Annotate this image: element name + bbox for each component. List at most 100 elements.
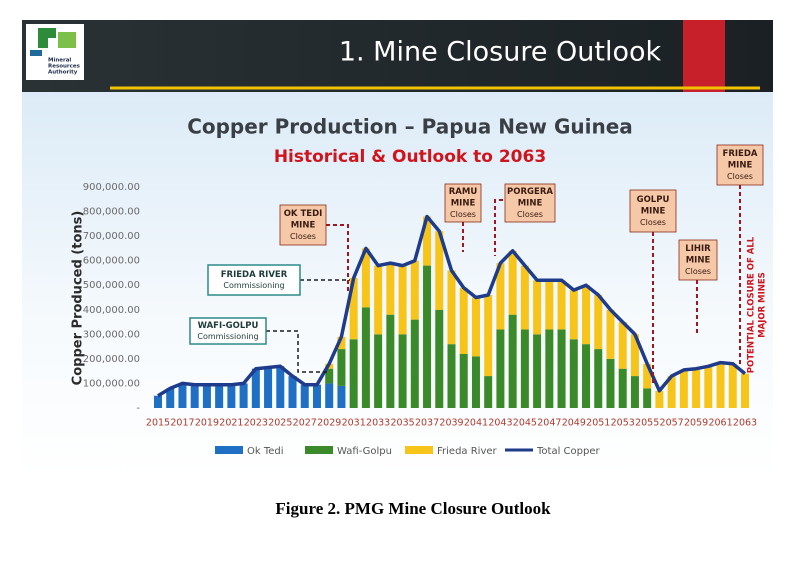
- bar-segment: [398, 334, 407, 408]
- annotation-box: [678, 239, 718, 281]
- y-tick-label: 200,000.00: [83, 354, 140, 365]
- x-tick-label: 2019: [195, 418, 219, 429]
- bar-segment: [276, 366, 285, 408]
- y-tick-label: 900,000.00: [83, 182, 140, 193]
- bar-segment: [582, 285, 591, 345]
- bar-segment: [520, 329, 529, 408]
- chart-title: Copper Production – Papua New Guinea: [187, 115, 633, 139]
- y-tick-label: 800,000.00: [83, 207, 140, 218]
- bar-segment: [374, 265, 383, 335]
- bar-segment: [545, 329, 554, 408]
- bar-segment: [300, 384, 309, 408]
- bar-segment: [618, 322, 627, 369]
- x-tick-label: 2057: [660, 418, 684, 429]
- bar-segment: [361, 307, 370, 408]
- annotation-box: [629, 189, 677, 233]
- x-tick-label: 2017: [170, 418, 194, 429]
- bar-segment: [704, 366, 713, 408]
- logo-shape: [38, 28, 56, 48]
- annotation-note: Closes: [450, 210, 476, 219]
- x-tick-label: 2029: [317, 418, 341, 429]
- annotation-title: MINE: [291, 221, 316, 231]
- annotation-box: [444, 183, 482, 223]
- bar-segment: [545, 280, 554, 330]
- bar-segment: [459, 287, 468, 354]
- x-tick-label: 2023: [244, 418, 268, 429]
- bar-segment: [227, 384, 236, 408]
- bar-segment: [655, 390, 664, 408]
- bar-segment: [471, 356, 480, 408]
- y-tick-label: 100,000.00: [83, 378, 140, 389]
- y-tick-label: -: [136, 403, 140, 414]
- bar-segment: [447, 270, 456, 345]
- annotation-note: Closes: [517, 210, 543, 219]
- bar-segment: [716, 362, 725, 408]
- bar-segment: [410, 319, 419, 408]
- bar-segment: [582, 344, 591, 408]
- annotation-title: WAFI-GOLPU: [198, 321, 259, 331]
- x-tick-label: 2025: [268, 418, 292, 429]
- bar-segment: [508, 250, 517, 315]
- annotation-note: Closes: [290, 232, 316, 241]
- bar-segment: [594, 295, 603, 350]
- x-tick-label: 2027: [293, 418, 317, 429]
- bar-segment: [154, 395, 162, 408]
- bar-segment: [471, 297, 480, 357]
- x-tick-label: 2063: [733, 418, 757, 429]
- annotation-title: OK TEDI: [284, 209, 323, 219]
- legend-label: Frieda River: [437, 446, 498, 457]
- annotation-title: FRIEDA RIVER: [221, 270, 288, 280]
- bar-segment: [435, 231, 444, 310]
- bar-segment: [166, 388, 175, 408]
- annotation-box: [504, 183, 556, 223]
- bar-segment: [484, 295, 493, 377]
- bar-segment: [288, 376, 297, 408]
- bar-segment: [447, 344, 456, 408]
- annotation-title: RAMU: [449, 187, 478, 197]
- y-tick-label: 600,000.00: [83, 256, 140, 267]
- annotation-title: MINE: [451, 199, 476, 209]
- x-tick-label: 2043: [488, 418, 512, 429]
- bar-segment: [423, 265, 432, 408]
- bar-segment: [557, 329, 566, 408]
- legend-label: Total Copper: [536, 446, 600, 457]
- x-tick-label: 2045: [513, 418, 537, 429]
- header-accent: [683, 20, 725, 92]
- y-axis-label: Copper Produced (tons): [71, 211, 86, 386]
- x-tick-label: 2051: [586, 418, 610, 429]
- bar-segment: [190, 384, 199, 408]
- y-tick-label: 700,000.00: [83, 231, 140, 242]
- bar-segment: [741, 373, 749, 408]
- bar-segment: [435, 309, 444, 408]
- annotation-box: [207, 264, 301, 296]
- bar-segment: [202, 384, 211, 408]
- annotation-note: Commissioning: [223, 281, 284, 290]
- logo-shape: [58, 32, 76, 48]
- bar-segment: [349, 339, 358, 408]
- bar-segment: [312, 384, 321, 408]
- chart-subtitle: Historical & Outlook to 2063: [274, 147, 546, 167]
- x-tick-label: 2041: [464, 418, 488, 429]
- figure-caption: Figure 2. PMG Mine Closure Outlook: [275, 499, 551, 518]
- bar-segment: [679, 369, 688, 408]
- x-tick-label: 2061: [708, 418, 732, 429]
- side-note: MAJOR MINES: [758, 272, 768, 338]
- annotation-title: MINE: [518, 199, 543, 209]
- x-tick-label: 2033: [366, 418, 390, 429]
- x-tick-label: 2053: [611, 418, 635, 429]
- bar-segment: [594, 349, 603, 408]
- bar-segment: [533, 280, 542, 335]
- x-tick-label: 2021: [219, 418, 243, 429]
- bar-segment: [349, 277, 358, 340]
- bar-segment: [496, 329, 505, 408]
- bar-segment: [533, 334, 542, 408]
- bar-segment: [410, 260, 419, 320]
- bar-segment: [484, 376, 493, 408]
- x-tick-label: 2055: [635, 418, 659, 429]
- y-tick-label: 400,000.00: [83, 305, 140, 316]
- annotation-note: Closes: [685, 267, 711, 276]
- bar-segment: [239, 383, 248, 408]
- x-tick-label: 2015: [146, 418, 170, 429]
- bar-segment: [361, 248, 370, 308]
